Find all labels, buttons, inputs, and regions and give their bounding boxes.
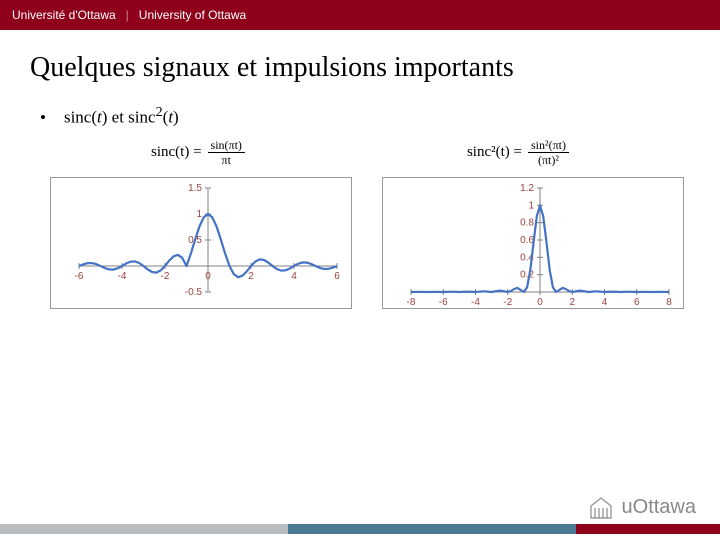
slide: Université d'Ottawa | University of Otta…: [0, 0, 720, 540]
footer-stripe: [0, 524, 720, 534]
content-area: • sinc(t) et sinc2(t) sinc(t) = sin(πt) …: [0, 94, 720, 540]
charts-row: -6-4-20246-0.50.511.5 -8-6-4-2024680.20.…: [40, 177, 680, 309]
svg-text:0.8: 0.8: [520, 218, 534, 229]
bullet-marker: •: [40, 109, 46, 126]
svg-text:0.2: 0.2: [520, 270, 534, 281]
svg-text:2: 2: [248, 271, 254, 282]
svg-text:-6: -6: [439, 297, 448, 308]
svg-text:-8: -8: [407, 297, 416, 308]
svg-text:1: 1: [196, 209, 202, 220]
svg-text:6: 6: [634, 297, 640, 308]
header-separator: |: [126, 8, 129, 22]
svg-text:1.5: 1.5: [188, 183, 202, 194]
formula-sinc2: sinc²(t) = sin²(πt) (πt)²: [467, 138, 569, 168]
svg-text:6: 6: [334, 271, 340, 282]
svg-text:0: 0: [205, 271, 211, 282]
footer-logo-text: uOttawa: [622, 496, 696, 519]
formula-sinc: sinc(t) = sin(πt) πt: [151, 138, 245, 168]
svg-text:0: 0: [537, 297, 543, 308]
svg-text:-6: -6: [75, 271, 84, 282]
header-text-fr: Université d'Ottawa: [12, 8, 116, 22]
page-title: Quelques signaux et impulsions important…: [0, 30, 720, 94]
svg-text:-2: -2: [503, 297, 512, 308]
svg-text:1.2: 1.2: [520, 183, 534, 194]
svg-text:8: 8: [666, 297, 672, 308]
svg-text:-2: -2: [161, 271, 170, 282]
footer: uOttawa: [0, 490, 720, 540]
chart-sinc: -6-4-20246-0.50.511.5: [50, 177, 352, 309]
header-bar: Université d'Ottawa | University of Otta…: [0, 0, 720, 30]
svg-text:4: 4: [291, 271, 297, 282]
bullet-line: • sinc(t) et sinc2(t): [40, 104, 680, 128]
chart-sinc2: -8-6-4-2024680.20.40.60.811.2: [382, 177, 684, 309]
svg-text:2: 2: [569, 297, 575, 308]
building-icon: [588, 494, 614, 520]
header-text-en: University of Ottawa: [139, 8, 246, 22]
footer-logo: uOttawa: [588, 494, 696, 520]
svg-text:-0.5: -0.5: [185, 287, 203, 298]
svg-text:-4: -4: [471, 297, 480, 308]
bullet-text: sinc(t) et sinc2(t): [64, 104, 179, 128]
svg-text:4: 4: [602, 297, 608, 308]
formulas-row: sinc(t) = sin(πt) πt sinc²(t) = sin²(πt)…: [40, 138, 680, 168]
svg-text:-4: -4: [118, 271, 127, 282]
svg-text:1: 1: [528, 201, 534, 212]
